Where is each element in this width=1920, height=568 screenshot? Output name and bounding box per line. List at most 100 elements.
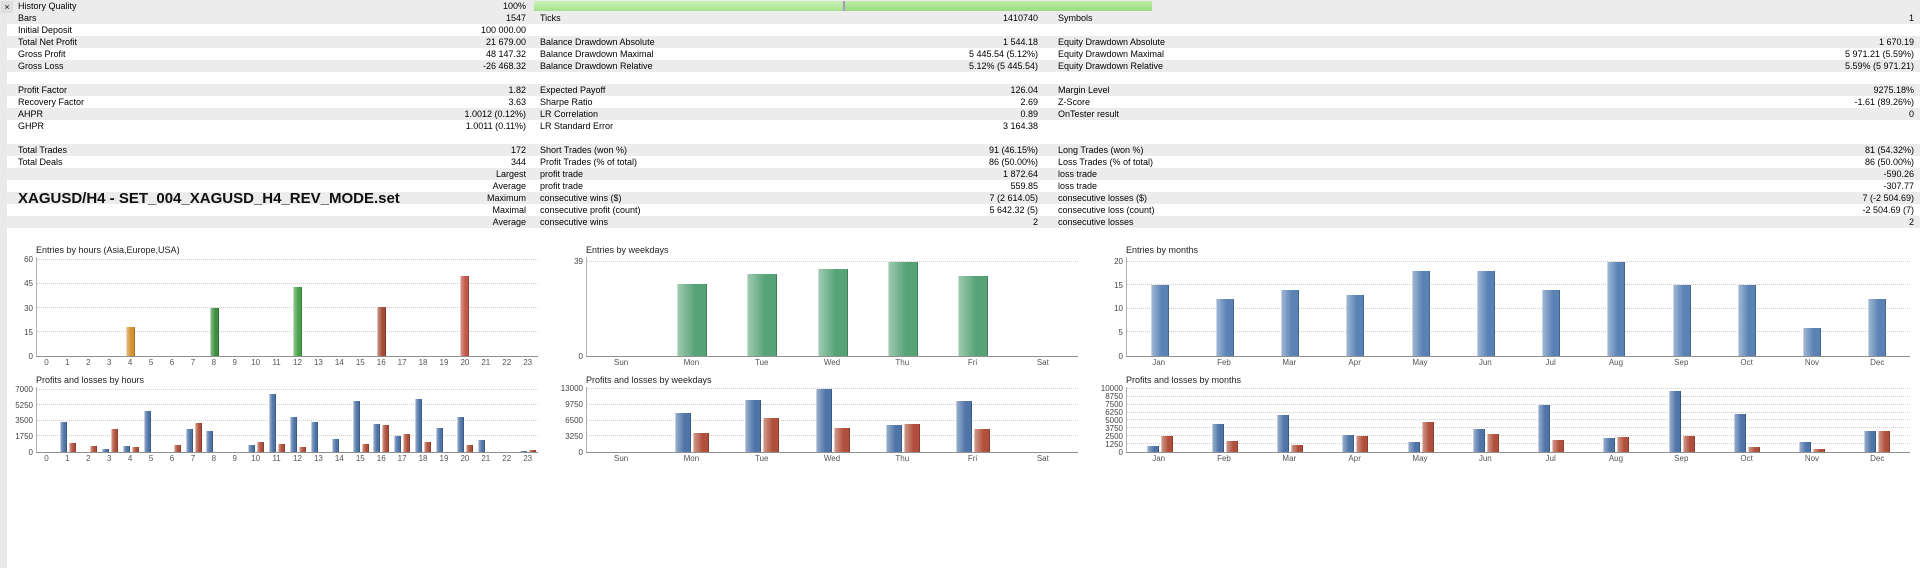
stat-label [0, 216, 310, 228]
gridline [1127, 435, 1910, 437]
x-tick-label: Tue [754, 358, 769, 367]
y-tick-label: 1750 [15, 432, 33, 442]
pl-by-weekdays-bar-Tue-loss [763, 418, 780, 452]
x-tick-label: 0 [44, 454, 49, 463]
entries-by-months-bar-Dec [1868, 299, 1887, 356]
x-axis: 0 1 2 3 4 5 6 7 8 9 10 11 12 13 14 15 16 17 18 19 20 21 22 23 [36, 357, 538, 368]
gridline [37, 331, 538, 333]
pl-by-months-bar-May-loss [1421, 421, 1434, 452]
stat-label: Gross Profit [18, 49, 66, 59]
pl-by-hours-bar-12-loss [298, 446, 306, 452]
stat-value [310, 132, 532, 144]
stats-row: AHPR 1.0012 (0.12%) LR Correlation 0.89 OnTe… [0, 108, 1920, 120]
stats-row: Gross Profit 48 147.32 Balance Drawdown Ma… [0, 48, 1920, 60]
gridline [1127, 387, 1910, 389]
stat-value: 1 [1908, 13, 1914, 23]
y-tick-label: 0 [1118, 448, 1123, 457]
y-tick-label: 6500 [565, 416, 583, 426]
entries-by-months-bar-Aug [1607, 261, 1626, 356]
x-tick-label: Fri [967, 358, 978, 367]
x-tick-label: 11 [272, 358, 281, 367]
entries-by-hours-bar-12 [293, 287, 303, 356]
y-tick-label: 0 [578, 352, 583, 361]
stat-value: -26 468.32 [482, 61, 526, 71]
pl-by-hours-bar-1-loss [69, 443, 77, 452]
gridline [1127, 419, 1910, 421]
x-tick-label: Feb [1217, 358, 1231, 367]
x-tick-label: Jan [1152, 358, 1166, 367]
plot-area [36, 387, 538, 453]
x-tick-label: Sep [1674, 358, 1689, 367]
pl-by-months-bar-Jan-loss [1160, 435, 1173, 452]
stat-label: Equity Drawdown Maximal [1058, 49, 1165, 59]
pl-by-months-bar-Sep-loss [1682, 435, 1695, 452]
chart-title: Entries by months [1126, 245, 1199, 255]
entries-by-months-bar-Apr [1346, 294, 1365, 356]
x-tick-label: Sun [614, 454, 629, 463]
pl-by-hours-bar-23-profit [519, 450, 527, 452]
chart-body: 0 15 30 45 60 [10, 255, 538, 361]
stat-label: Profit Trades (% of total) [540, 157, 638, 167]
stat-value: 1 544.18 [1002, 37, 1038, 47]
stat-label [0, 168, 310, 180]
y-tick-label: 60 [24, 255, 33, 265]
stat-label [532, 72, 868, 84]
stat-label: Expected Payoff [540, 85, 606, 95]
stats-row: Maximal consecutive profit (count) 5 642.3… [0, 204, 1920, 216]
stat-label [1044, 72, 1396, 84]
stat-label [532, 24, 868, 36]
stats-row: Bars 1547 Ticks 1410740 Symbols 1 [0, 12, 1920, 24]
stat-value: 100% [502, 1, 526, 11]
x-tick-label: 1 [65, 454, 70, 463]
entries-by-months-bar-Jun [1476, 271, 1495, 356]
x-axis: Sun Mon Tue Wed Thu Fri Sat [586, 357, 1078, 368]
x-tick-label: Mar [1282, 454, 1297, 463]
gridline [1127, 411, 1910, 413]
y-tick-label: 13000 [560, 384, 583, 394]
x-tick-label: May [1412, 358, 1428, 367]
stat-value: 48 147.32 [485, 49, 526, 59]
x-tick-label: Tue [754, 454, 769, 463]
entries-by-weekdays-bar-Wed [817, 269, 848, 356]
close-icon[interactable]: × [1, 1, 13, 13]
y-tick-label: 10 [1114, 304, 1123, 314]
x-tick-label: Nov [1804, 454, 1820, 463]
pl-by-hours-bar-8-profit [206, 430, 214, 452]
x-tick-label: Thu [895, 454, 910, 463]
plot-area [1126, 257, 1910, 357]
pl-by-hours-bar-1-profit [60, 421, 68, 452]
stat-label: GHPR [18, 121, 45, 131]
pl-by-months-bar-Oct-loss [1747, 446, 1760, 452]
x-tick-label: 6 [169, 358, 175, 367]
gridline [1127, 307, 1910, 309]
x-tick-label: Nov [1804, 358, 1820, 367]
pl-by-hours-bar-14-profit [331, 438, 339, 452]
gridline [37, 419, 538, 421]
stat-value [1396, 120, 1920, 132]
pl-by-hours-bar-17-profit [394, 435, 402, 452]
pl-by-hours-bar-11-loss [278, 444, 286, 452]
x-tick-label: Wed [823, 454, 841, 463]
x-tick-label: 12 [293, 358, 302, 367]
gridline [1127, 427, 1910, 429]
stats-row: GHPR 1.0011 (0.11%) LR Standard Error 3 164… [0, 120, 1920, 132]
stat-label: Symbols [1058, 13, 1093, 23]
entries-by-months-bar-Sep [1672, 285, 1691, 356]
x-tick-label: 5 [148, 358, 154, 367]
x-tick-label: Apr [1348, 358, 1361, 367]
stat-label: Bars [18, 13, 37, 23]
pl-by-months-bar-Mar-profit [1277, 415, 1290, 452]
stat-value [1396, 72, 1920, 84]
stat-value: 5 642.32 (5) [989, 205, 1038, 215]
x-tick-label: Fri [967, 454, 978, 463]
gridline [37, 307, 538, 309]
pl-by-hours-bar-3-profit [102, 449, 110, 452]
stat-label: consecutive wins [540, 217, 609, 227]
pl-by-weekdays-bar-Thu-loss [903, 424, 920, 452]
pl-by-months-bar-May-profit [1407, 441, 1420, 452]
chart-title: Profits and losses by months [1126, 375, 1242, 385]
stat-label: consecutive losses ($) [1058, 193, 1148, 203]
pl-by-months-bar-Oct-profit [1733, 414, 1746, 452]
entries-by-months-bar-Jul [1542, 290, 1561, 356]
stat-label: Total Deals [18, 157, 63, 167]
